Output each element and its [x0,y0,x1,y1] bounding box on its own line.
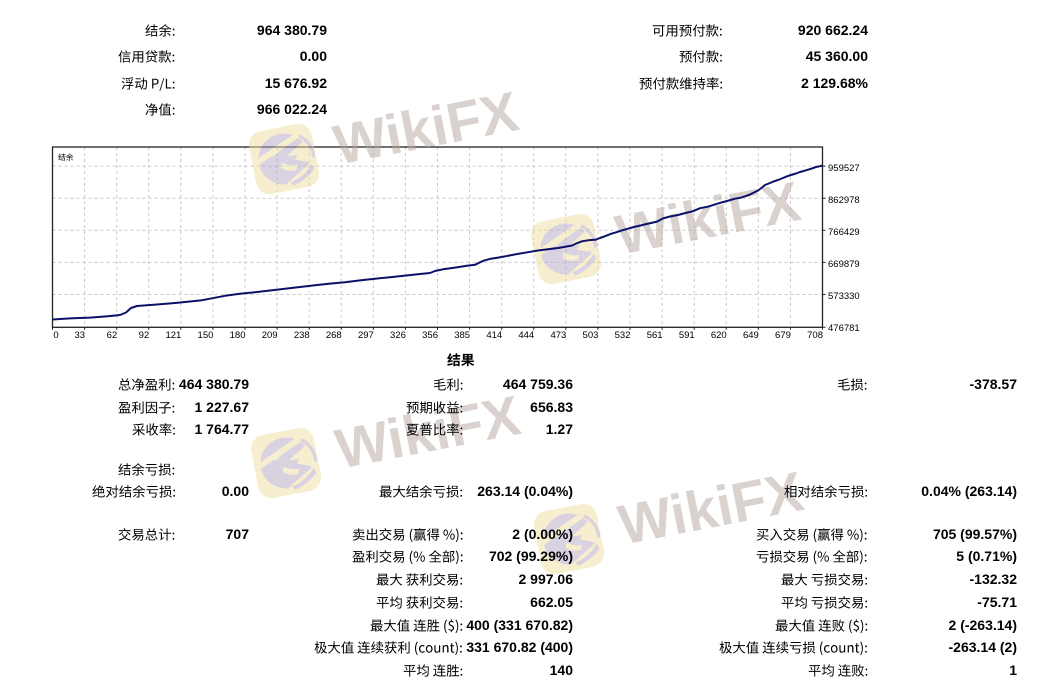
svg-text:620: 620 [711,330,727,341]
svg-text:473: 473 [550,330,566,341]
svg-text:669879: 669879 [828,259,860,270]
svg-text:150: 150 [198,330,214,341]
svg-text:573330: 573330 [828,291,860,302]
svg-text:503: 503 [583,330,599,341]
svg-text:708: 708 [807,330,823,341]
svg-text:532: 532 [615,330,631,341]
svg-text:679: 679 [775,330,791,341]
svg-text:209: 209 [262,330,278,341]
svg-text:297: 297 [358,330,374,341]
svg-text:766429: 766429 [828,227,860,238]
svg-text:649: 649 [743,330,759,341]
svg-text:62: 62 [107,330,118,341]
svg-text:356: 356 [422,330,438,341]
svg-text:561: 561 [647,330,663,341]
svg-text:414: 414 [486,330,502,341]
svg-text:476781: 476781 [828,323,860,334]
svg-text:385: 385 [454,330,470,341]
svg-text:326: 326 [390,330,406,341]
svg-text:268: 268 [326,330,342,341]
svg-text:0: 0 [53,330,58,341]
svg-text:444: 444 [518,330,534,341]
svg-text:959527: 959527 [828,163,860,174]
svg-text:180: 180 [230,330,246,341]
svg-text:591: 591 [679,330,695,341]
svg-text:862978: 862978 [828,195,860,206]
svg-text:238: 238 [294,330,310,341]
svg-text:33: 33 [75,330,86,341]
svg-text:121: 121 [165,330,181,341]
svg-text:92: 92 [139,330,150,341]
